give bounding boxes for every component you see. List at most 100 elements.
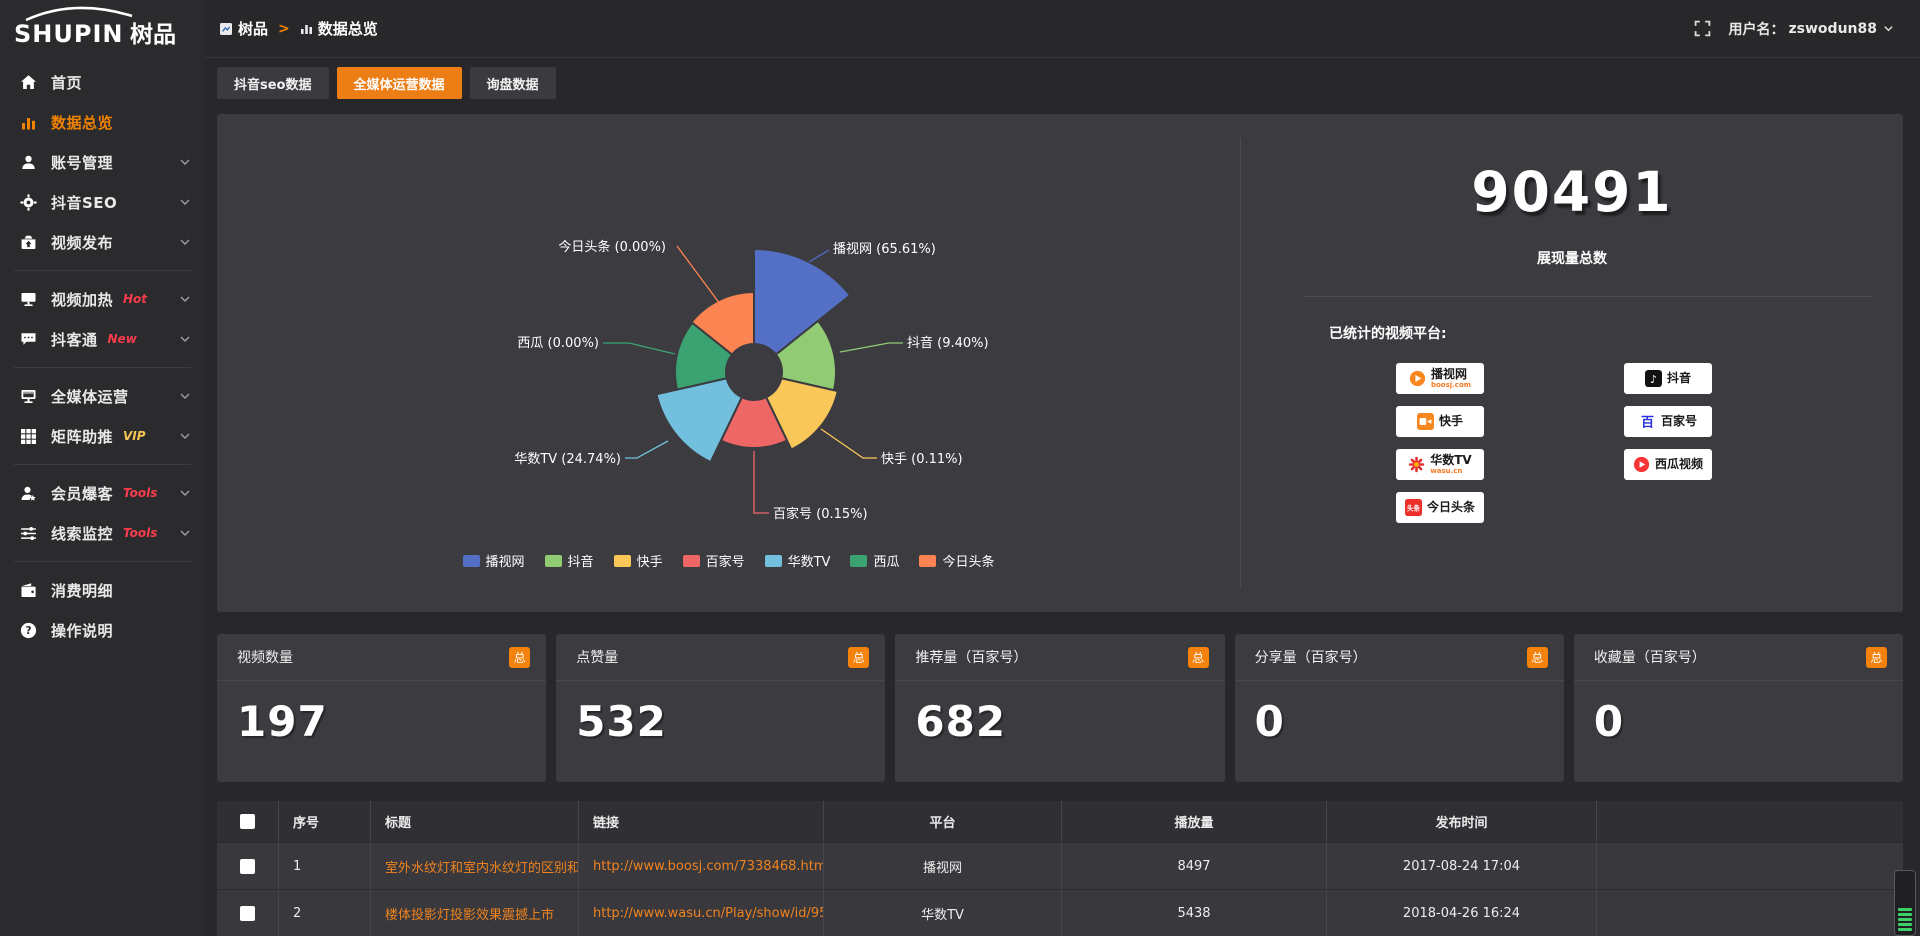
legend-label: 今日头条 (942, 555, 995, 570)
select-all-checkbox[interactable] (240, 814, 255, 829)
scrollbar-widget[interactable] (1894, 870, 1916, 936)
summary-divider (1303, 296, 1873, 297)
tab-media-ops-data[interactable]: 全媒体运营数据 (336, 67, 462, 99)
pie-slice-抖音[interactable] (774, 319, 837, 392)
legend-label: 西瓜 (873, 555, 900, 570)
sidebar-divider (14, 270, 191, 271)
stat-card: 视频数量 总 197 (217, 634, 547, 782)
overview-panel: 播视网 (65.61%) 抖音 (9.40%) 快手 (0.11%) 百家号 (0.1… (217, 114, 1903, 612)
stat-card-title: 点赞量 (576, 650, 619, 666)
topbar-right: 用户名： zswodun88 (1694, 19, 1894, 39)
user-menu[interactable]: 用户名： zswodun88 (1729, 19, 1894, 39)
sidebar-item-video-heat[interactable]: 视频加热 Hot (0, 279, 205, 319)
pie-label: 抖音 (9.40%) (907, 335, 989, 351)
total-badge: 总 (1187, 646, 1209, 668)
breadcrumb-root[interactable]: 树品 (219, 18, 268, 39)
stat-card-value: 532 (576, 697, 667, 746)
table-row: 1 室外水纹灯和室内水纹灯的区别和简介 http://www.boosj.com/7… (217, 843, 1903, 890)
breadcrumb-current[interactable]: 数据总览 (300, 18, 378, 39)
pie-label: 播视网 (65.61%) (833, 242, 936, 257)
video-title-link[interactable]: 室外水纹灯和室内水纹灯的区别和简介 (385, 860, 579, 876)
sidebar-item-home[interactable]: 首页 (0, 62, 205, 102)
pie-slice-快手[interactable] (764, 377, 840, 451)
platform-badge-今日头条: 头条 今日头条 (1396, 492, 1484, 523)
chevron-down-icon (1883, 23, 1894, 34)
legend-swatch (919, 554, 937, 567)
video-heat-icon (20, 290, 38, 308)
pie-slice-播视网[interactable] (753, 247, 852, 356)
legend-item-华数TV[interactable]: 华数TV (764, 551, 830, 570)
table-cell: 8497 (1062, 843, 1327, 889)
sidebar-item-label: 视频发布 (51, 233, 114, 252)
sidebar: SHUPIN 树品 首页 数据总览 账号管理 抖音SEO 视频发布 视频加热 H… (0, 0, 205, 936)
platform-domain: boosj.com (1430, 380, 1472, 389)
sidebar-item-video-publish[interactable]: 视频发布 (0, 222, 205, 262)
legend-item-快手[interactable]: 快手 (613, 551, 663, 570)
stat-card: 点赞量 总 532 (556, 634, 886, 782)
table-header-cell: 播放量 (1062, 801, 1327, 842)
table-cell (1597, 890, 1903, 936)
legend-item-抖音[interactable]: 抖音 (544, 551, 594, 570)
sidebar-item-member-baoke[interactable]: 会员爆客 Tools (0, 473, 205, 513)
app-logo: SHUPIN 树品 (0, 0, 205, 56)
sidebar-item-matrix-boost[interactable]: 矩阵助推 VIP (0, 416, 205, 456)
username: zswodun88 (1788, 20, 1877, 37)
chevron-down-icon (179, 390, 191, 402)
stat-card-header: 收藏量（百家号） 总 (1573, 634, 1904, 681)
sidebar-item-help-guide[interactable]: ? 操作说明 (0, 610, 205, 650)
member-baoke-icon (20, 484, 38, 502)
sidebar-item-label: 消费明细 (51, 581, 114, 600)
tab-inquiry-data[interactable]: 询盘数据 (469, 67, 556, 99)
stat-card: 收藏量（百家号） 总 0 (1573, 634, 1904, 782)
sidebar-item-data-overview[interactable]: 数据总览 (0, 102, 205, 142)
total-impressions-label: 展现量总数 (1537, 251, 1607, 267)
matrix-boost-icon (20, 427, 38, 445)
clue-monitor-icon (20, 524, 38, 542)
pie-slice-百家号[interactable] (719, 395, 789, 449)
table-header-cell (217, 801, 279, 842)
tab-douyin-seo-data[interactable]: 抖音seo数据 (217, 67, 329, 99)
sidebar-item-badge: VIP (123, 429, 146, 443)
row-checkbox[interactable] (240, 905, 255, 921)
svg-text:头条: 头条 (1407, 504, 1421, 513)
table-cell: 2018-04-26 16:24 (1327, 890, 1597, 936)
row-checkbox[interactable] (240, 858, 255, 874)
main-content: 抖音seo数据 全媒体运营数据 询盘数据 播视网 (65.61%) 抖音 (9.40%… (205, 59, 1920, 936)
breadcrumb-separator: > (278, 20, 290, 37)
video-url-link[interactable]: http://www.wasu.cn/Play/show/id/952... (593, 905, 824, 921)
douketong-icon (20, 330, 38, 348)
legend-item-播视网[interactable]: 播视网 (462, 551, 525, 570)
sidebar-item-account-manage[interactable]: 账号管理 (0, 142, 205, 182)
legend-item-百家号[interactable]: 百家号 (682, 551, 745, 570)
stat-card-title: 视频数量 (237, 650, 293, 666)
sidebar-item-media-ops[interactable]: 全媒体运营 (0, 376, 205, 416)
pie-slice-华数TV[interactable] (655, 377, 744, 464)
pie-slice-今日头条[interactable] (690, 290, 755, 356)
legend-swatch (682, 554, 700, 567)
sidebar-item-badge: New (107, 332, 137, 346)
pie-slice-西瓜[interactable] (674, 321, 734, 391)
logo-arc (25, 6, 133, 22)
platform-name: 百家号 (1660, 414, 1697, 429)
platform-name: 西瓜视频 (1654, 457, 1703, 472)
scrollbar-thumb-bar (1898, 913, 1912, 916)
scrollbar-thumb-bar (1898, 928, 1912, 931)
table-cell: 楼体投影灯投影效果震撼上市 (371, 890, 579, 936)
legend-item-今日头条[interactable]: 今日头条 (919, 551, 994, 570)
total-badge: 总 (848, 646, 870, 668)
legend-item-西瓜[interactable]: 西瓜 (850, 551, 899, 570)
fullscreen-icon[interactable] (1694, 20, 1711, 37)
sidebar-divider (14, 367, 191, 368)
sidebar-item-spending-detail[interactable]: 消费明细 (0, 570, 205, 610)
video-url-link[interactable]: http://www.boosj.com/7338468.html (593, 858, 824, 874)
sidebar-item-clue-monitor[interactable]: 线索监控 Tools (0, 513, 205, 553)
table-cell (217, 890, 279, 936)
summary-panel: 90491 展现量总数 已统计的视频平台: 播视网 boosj.com 快手 华… (1241, 114, 1903, 612)
sidebar-item-douketong[interactable]: 抖客通 New (0, 319, 205, 359)
baijiahao-logo-icon: 百 (1639, 413, 1656, 430)
platform-name: 抖音 (1666, 371, 1691, 386)
sidebar-item-douyin-seo[interactable]: 抖音SEO (0, 182, 205, 222)
toutiao-logo-icon: 头条 (1404, 499, 1422, 516)
platform-name: 播视网 (1430, 367, 1467, 381)
video-title-link[interactable]: 楼体投影灯投影效果震撼上市 (385, 907, 555, 923)
